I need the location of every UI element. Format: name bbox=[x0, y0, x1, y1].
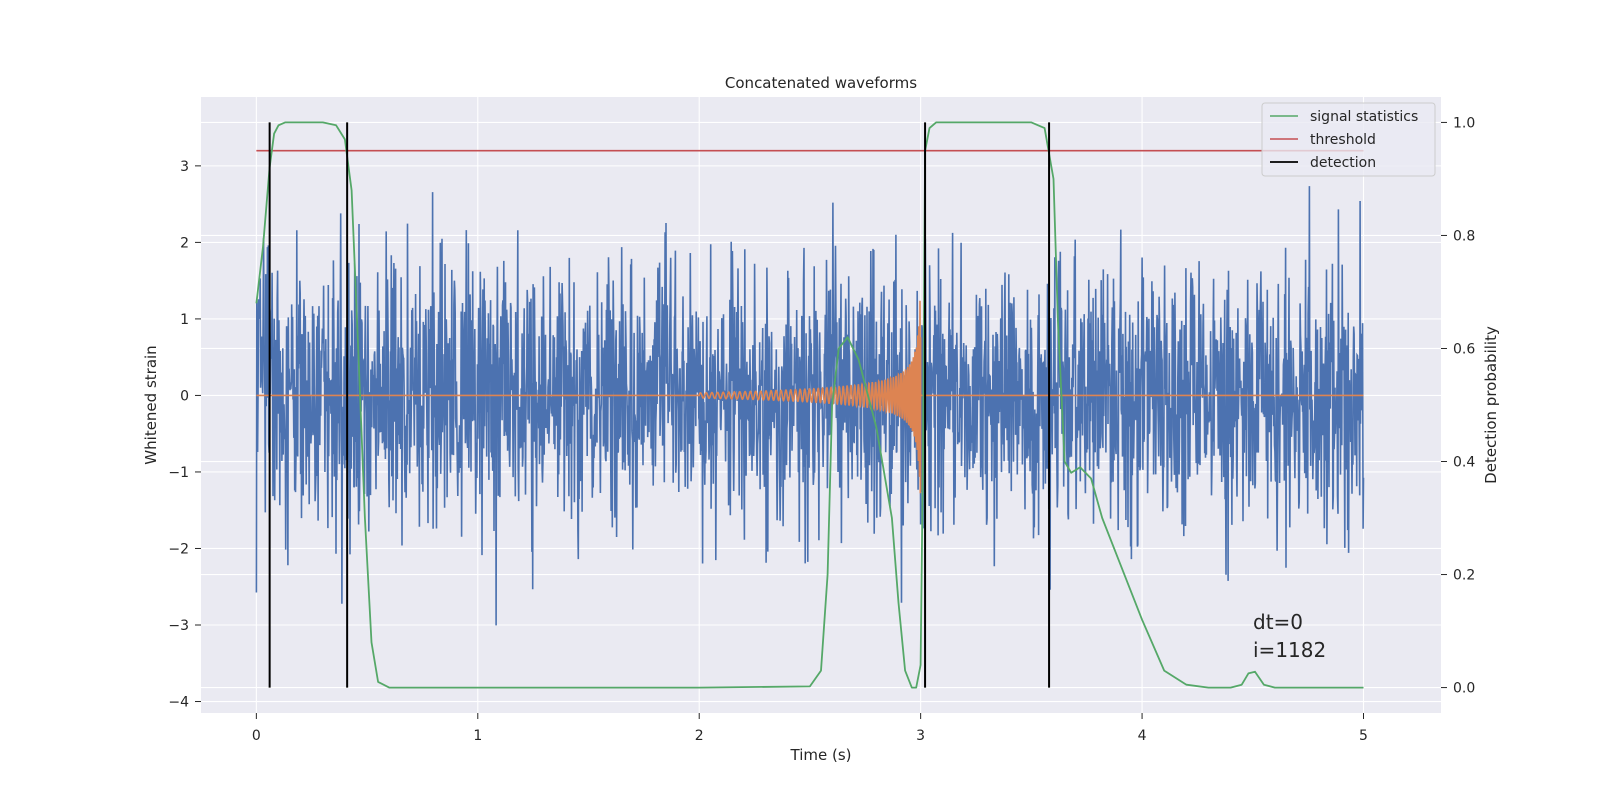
y-tick-label: −3 bbox=[168, 618, 189, 634]
annotation-index: i=1182 bbox=[1253, 638, 1326, 662]
detection-lines bbox=[268, 122, 1051, 688]
y2-tick-label: 0.0 bbox=[1453, 681, 1475, 697]
y2-axis-ticks: 0.0 0.2 0.4 0.6 0.8 1.0 bbox=[1441, 115, 1475, 697]
x-tick-label: 0 bbox=[252, 728, 261, 744]
legend-label-signal-statistics: signal statistics bbox=[1310, 109, 1418, 125]
x-tick-label: 1 bbox=[473, 728, 482, 744]
annotation: dt=0 i=1182 bbox=[1253, 610, 1326, 662]
x-tick-label: 3 bbox=[916, 728, 925, 744]
y-axis-title: Whitened strain bbox=[142, 345, 160, 464]
y-tick-label: 3 bbox=[180, 159, 189, 175]
y2-axis-title: Detection probability bbox=[1482, 326, 1500, 484]
signal-statistics-line bbox=[255, 121, 1364, 689]
y-tick-label: −4 bbox=[168, 695, 189, 711]
y2-tick-label: 0.8 bbox=[1453, 228, 1475, 244]
chart-title: Concatenated waveforms bbox=[725, 74, 917, 92]
x-tick-label: 4 bbox=[1138, 728, 1147, 744]
template-series bbox=[256, 300, 1364, 494]
y2-tick-label: 0.4 bbox=[1453, 455, 1475, 471]
y-tick-label: 1 bbox=[180, 312, 189, 328]
legend-label-detection: detection bbox=[1310, 155, 1376, 171]
x-tick-label: 5 bbox=[1359, 728, 1368, 744]
legend-box bbox=[1261, 102, 1436, 177]
y-tick-label: 2 bbox=[180, 235, 189, 251]
signal-statistics-series bbox=[255, 121, 1364, 689]
x-tick-label: 2 bbox=[695, 728, 704, 744]
y-tick-label: −2 bbox=[168, 541, 189, 557]
y-tick-label: −1 bbox=[168, 465, 189, 481]
y2-tick-label: 0.6 bbox=[1453, 341, 1475, 357]
legend: signal statistics threshold detection bbox=[1261, 102, 1436, 177]
template-line bbox=[256, 300, 1364, 494]
y-axis-ticks: −4 −3 −2 −1 0 1 2 3 bbox=[168, 159, 201, 711]
legend-label-threshold: threshold bbox=[1310, 132, 1376, 148]
y-tick-label: 0 bbox=[180, 388, 189, 404]
x-axis-title: Time (s) bbox=[790, 746, 852, 764]
annotation-dt: dt=0 bbox=[1253, 610, 1303, 634]
x-axis-ticks: 0 1 2 3 4 5 bbox=[252, 713, 1368, 744]
y2-tick-label: 1.0 bbox=[1453, 115, 1475, 131]
y2-tick-label: 0.2 bbox=[1453, 568, 1475, 584]
